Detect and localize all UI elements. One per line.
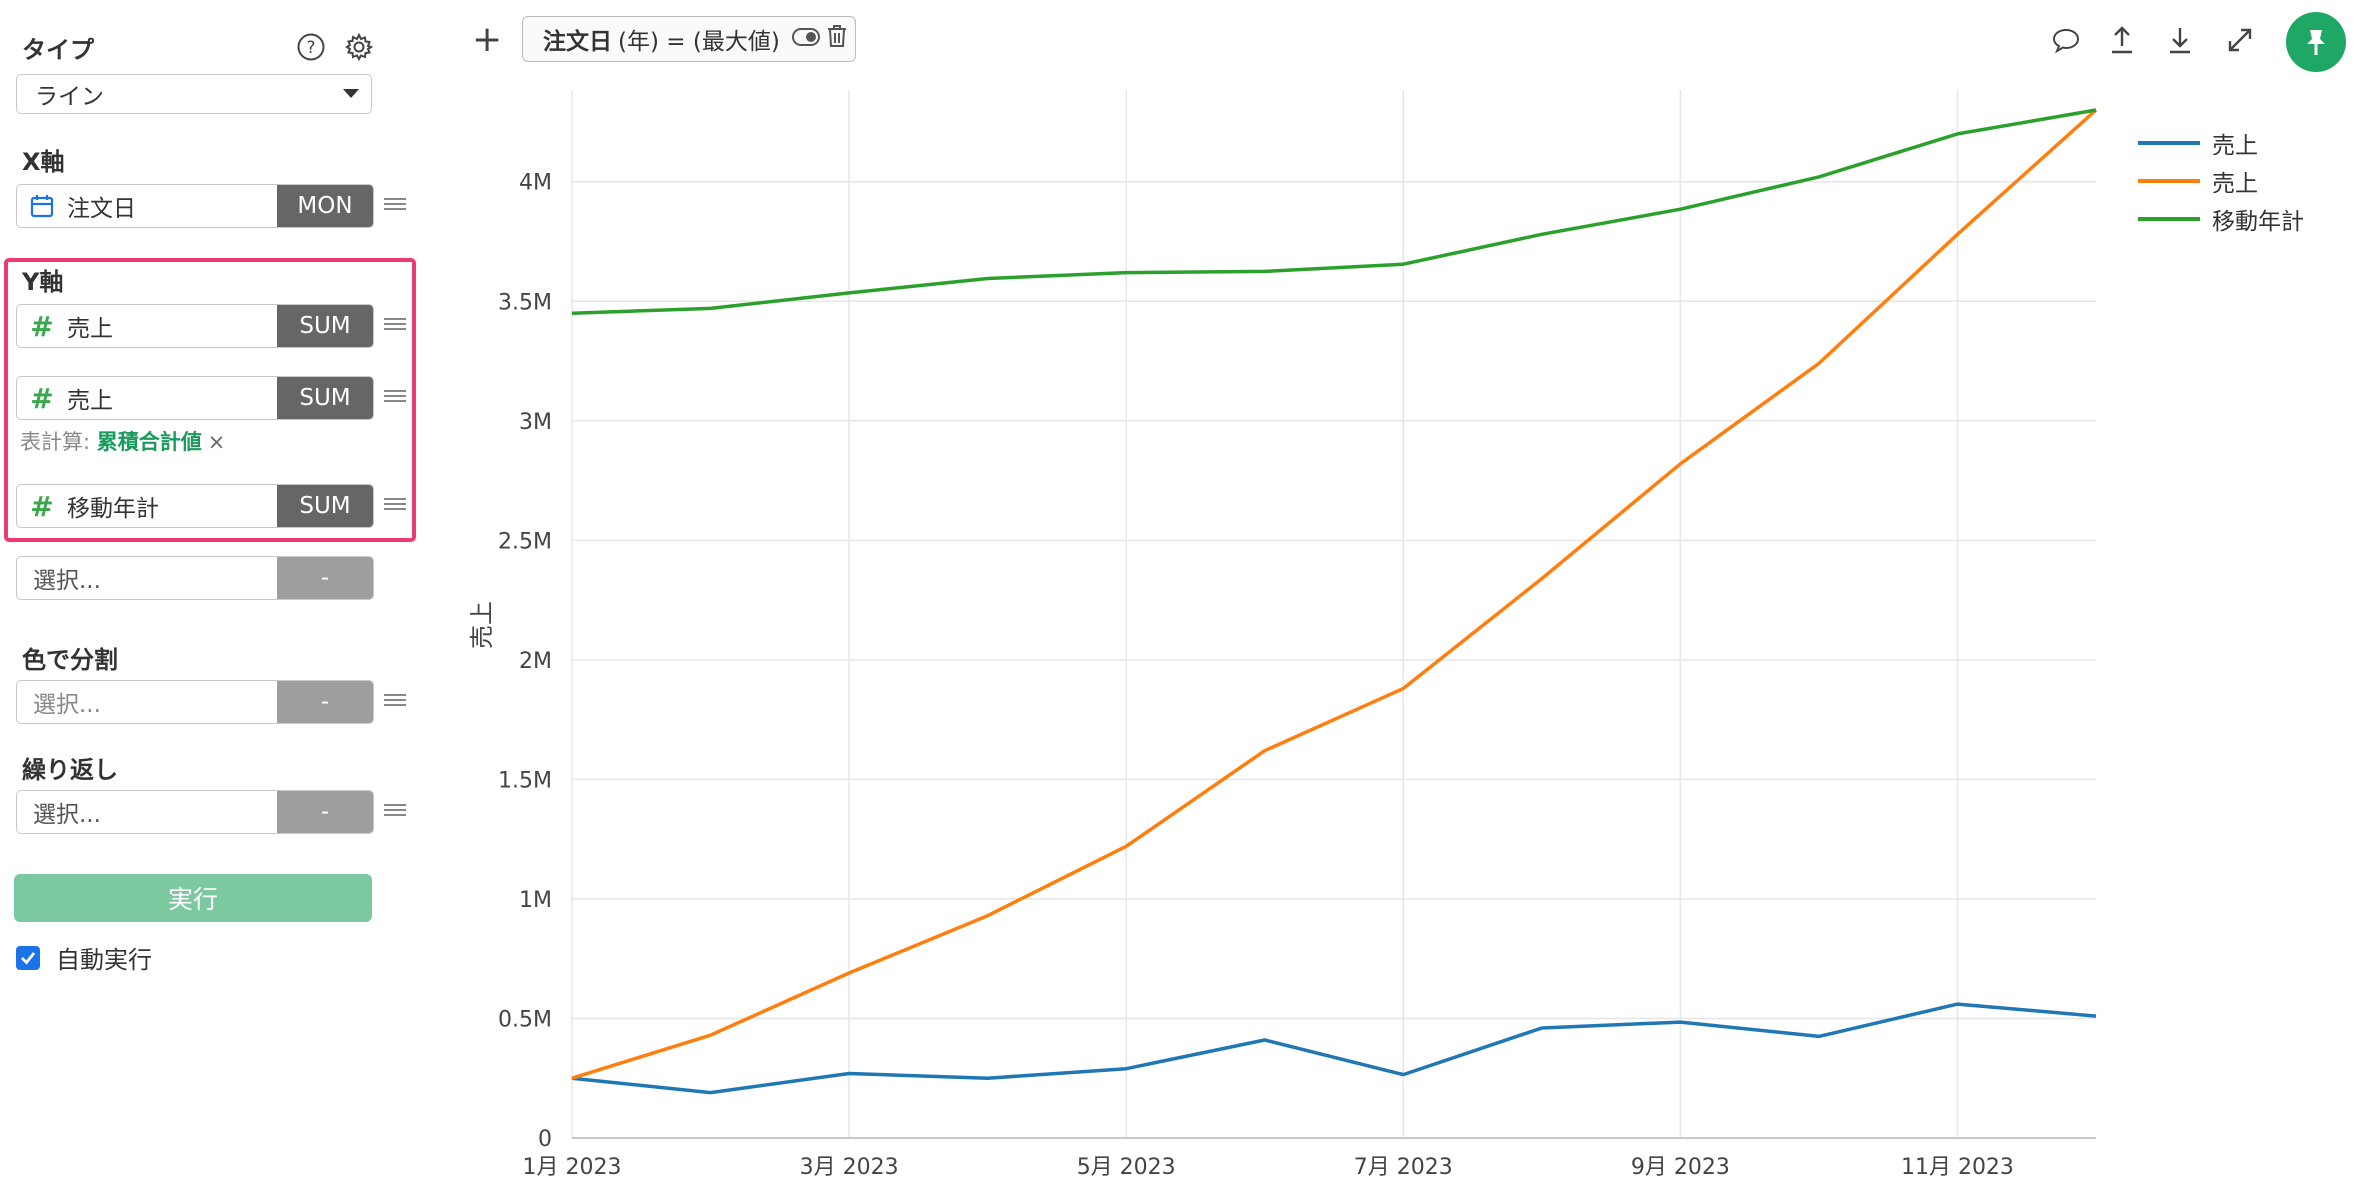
y-tick-label: 1M bbox=[519, 888, 552, 913]
drag-handle-icon[interactable] bbox=[384, 495, 406, 513]
trash-icon[interactable] bbox=[826, 24, 848, 54]
download-icon[interactable] bbox=[2164, 24, 2196, 56]
expand-icon[interactable] bbox=[2224, 24, 2256, 56]
auto-run-option[interactable]: 自動実行 bbox=[16, 940, 152, 975]
series-line[interactable] bbox=[571, 108, 2097, 315]
auto-run-label: 自動実行 bbox=[56, 946, 152, 974]
y-axis-field[interactable]: # 移動年計 SUM bbox=[16, 484, 374, 528]
series-lines bbox=[571, 108, 2098, 1095]
legend-item[interactable]: 売上 bbox=[2138, 162, 2304, 200]
x-tick-label: 3月 2023 bbox=[800, 1155, 899, 1180]
legend-item[interactable]: 移動年計 bbox=[2138, 200, 2304, 238]
y-tick-label: 0.5M bbox=[498, 1007, 552, 1032]
x-axis-label: X軸 bbox=[22, 148, 65, 176]
table-calculation: 表計算: 累積合計値 × bbox=[20, 426, 225, 456]
drag-handle-icon[interactable] bbox=[384, 195, 406, 213]
legend-swatch bbox=[2138, 141, 2200, 145]
filter-condition: (年) = (最大値) bbox=[618, 29, 780, 55]
y-tick-label: 0 bbox=[538, 1127, 552, 1152]
y-tick-label: 2M bbox=[519, 649, 552, 674]
comment-icon[interactable] bbox=[2050, 24, 2082, 56]
y-axis-title: 売上 bbox=[468, 601, 496, 649]
chart-legend: 売上 売上 移動年計 bbox=[2138, 124, 2304, 238]
drag-handle-icon[interactable] bbox=[384, 315, 406, 333]
x-tick-label: 11月 2023 bbox=[1901, 1155, 2014, 1180]
placeholder: 選択... bbox=[33, 802, 101, 828]
legend-swatch bbox=[2138, 179, 2200, 183]
x-tick-label: 1月 2023 bbox=[523, 1155, 622, 1180]
x-field-name: 注文日 bbox=[67, 196, 136, 222]
x-tick-label: 5月 2023 bbox=[1077, 1155, 1176, 1180]
close-icon[interactable]: × bbox=[207, 430, 226, 454]
drag-handle-icon[interactable] bbox=[384, 691, 406, 709]
repeat-label: 繰り返し bbox=[22, 756, 118, 784]
chart-settings-panel: タイプ ? ライン X軸 注文日 MON Y軸 # 売上 SUM # 売上 SU… bbox=[0, 0, 430, 1196]
drag-handle-icon[interactable] bbox=[384, 387, 406, 405]
y-axis-highlight bbox=[4, 258, 416, 542]
add-filter-button[interactable]: + bbox=[472, 19, 503, 60]
y-tick-label: 3.5M bbox=[498, 290, 552, 315]
y-axis-field[interactable]: # 売上 SUM bbox=[16, 304, 374, 348]
repeat-select[interactable]: 選択... - bbox=[16, 790, 374, 834]
y-axis-label: Y軸 bbox=[22, 268, 64, 296]
svg-text:?: ? bbox=[306, 38, 315, 58]
placeholder: 選択... bbox=[33, 692, 101, 718]
legend-label: 移動年計 bbox=[2212, 209, 2304, 235]
chevron-down-icon bbox=[343, 89, 359, 98]
hash-icon: # bbox=[30, 489, 54, 523]
hash-icon: # bbox=[30, 309, 54, 343]
y-field-agg-button[interactable]: SUM bbox=[277, 305, 373, 347]
upload-icon[interactable] bbox=[2106, 24, 2138, 56]
x-tick-labels: 1月 2023 3月 2023 5月 2023 7月 2023 9月 2023 11月 2… bbox=[523, 1155, 2014, 1180]
auto-run-checkbox[interactable] bbox=[16, 945, 40, 970]
drag-handle-icon[interactable] bbox=[384, 801, 406, 819]
x-axis-field[interactable]: 注文日 MON bbox=[16, 184, 374, 228]
filter-field-name: 注文日 bbox=[543, 29, 612, 55]
pin-button[interactable] bbox=[2286, 12, 2346, 72]
legend-label: 売上 bbox=[2212, 133, 2258, 159]
color-split-select[interactable]: 選択... - bbox=[16, 680, 374, 724]
placeholder: 選択... bbox=[33, 568, 101, 594]
gear-icon[interactable] bbox=[342, 30, 376, 64]
y-tick-label: 1.5M bbox=[498, 768, 552, 793]
legend-swatch bbox=[2138, 217, 2200, 221]
legend-item[interactable]: 売上 bbox=[2138, 124, 2304, 162]
add-y-field-select[interactable]: 選択... - bbox=[16, 556, 374, 600]
grid-lines bbox=[571, 90, 2096, 1139]
y-field-name: 売上 bbox=[67, 316, 113, 342]
color-split-label: 色で分割 bbox=[22, 646, 118, 674]
calendar-icon bbox=[17, 194, 67, 218]
agg-button[interactable]: - bbox=[277, 791, 373, 833]
pin-icon bbox=[2307, 30, 2325, 55]
chart-type-select[interactable]: ライン bbox=[16, 74, 372, 114]
agg-button[interactable]: - bbox=[277, 681, 373, 723]
type-label: タイプ bbox=[22, 36, 94, 64]
help-icon[interactable]: ? bbox=[294, 30, 328, 64]
y-tick-label: 2.5M bbox=[498, 529, 552, 554]
chart-type-value: ライン bbox=[35, 84, 104, 110]
y-tick-labels: 0 0.5M 1M 1.5M 2M 2.5M 3M 3.5M 4M bbox=[498, 171, 552, 1152]
x-field-agg-button[interactable]: MON bbox=[277, 185, 373, 227]
y-field-agg-button[interactable]: SUM bbox=[277, 485, 373, 527]
legend-label: 売上 bbox=[2212, 171, 2258, 197]
filter-chip[interactable]: 注文日 (年) = (最大値) bbox=[522, 16, 856, 62]
y-tick-label: 4M bbox=[519, 171, 552, 196]
y-field-name: 移動年計 bbox=[67, 496, 159, 522]
series-line[interactable] bbox=[571, 1002, 2097, 1095]
y-axis-field[interactable]: # 売上 SUM bbox=[16, 376, 374, 420]
x-tick-label: 9月 2023 bbox=[1631, 1155, 1730, 1180]
x-tick-label: 7月 2023 bbox=[1354, 1155, 1453, 1180]
run-button[interactable]: 実行 bbox=[14, 874, 372, 922]
line-chart: 0 0.5M 1M 1.5M 2M 2.5M 3M 3.5M 4M 1月 2023 3月 2023… bbox=[468, 90, 2098, 1180]
y-tick-label: 3M bbox=[519, 410, 552, 435]
y-field-agg-button[interactable]: SUM bbox=[277, 377, 373, 419]
hash-icon: # bbox=[30, 381, 54, 415]
series-line[interactable] bbox=[571, 108, 2098, 1080]
agg-button[interactable]: - bbox=[277, 557, 373, 599]
calc-value-link[interactable]: 累積合計値 bbox=[96, 430, 202, 454]
y-field-name: 売上 bbox=[67, 388, 113, 414]
calc-prefix: 表計算: bbox=[20, 430, 91, 454]
toggle-visibility-icon[interactable] bbox=[791, 26, 820, 52]
